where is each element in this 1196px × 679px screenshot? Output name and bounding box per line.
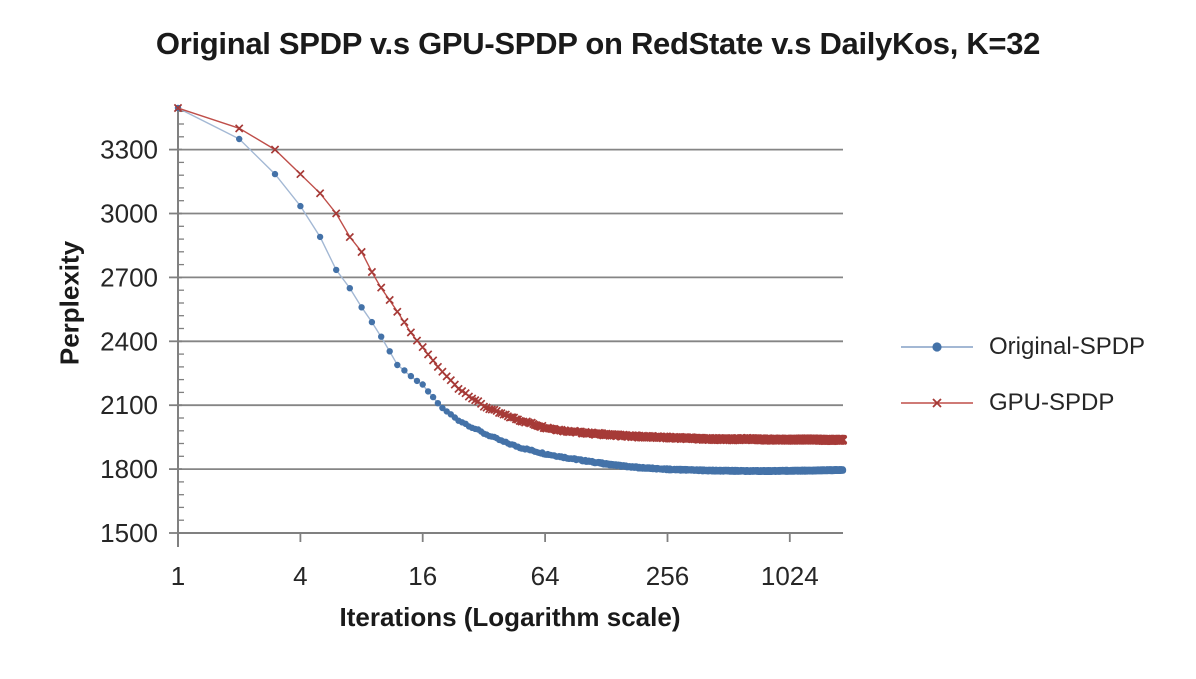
legend-swatch-gpu-spdp — [901, 398, 973, 408]
ticks — [169, 110, 791, 547]
svg-text:2400: 2400 — [100, 326, 158, 356]
y-axis-title: Perplexity — [54, 240, 85, 366]
svg-text:64: 64 — [531, 561, 560, 591]
x-tick-labels: 1 4 16 64 256 1024 — [171, 561, 819, 591]
legend-marker-circle-icon — [932, 342, 942, 352]
svg-text:1: 1 — [171, 561, 185, 591]
markers-gpu-spdp — [173, 103, 848, 446]
legend: Original-SPDP GPU-SPDP — [900, 331, 1145, 443]
axes — [177, 107, 843, 534]
legend-marker-x-icon — [932, 398, 942, 408]
svg-text:1800: 1800 — [100, 454, 158, 484]
legend-item-original-spdp: Original-SPDP — [900, 331, 1145, 363]
legend-item-gpu-spdp: GPU-SPDP — [900, 387, 1145, 419]
svg-text:3000: 3000 — [100, 199, 158, 229]
legend-swatch-original-spdp — [901, 342, 973, 352]
legend-label-gpu-spdp: GPU-SPDP — [989, 389, 1115, 416]
legend-label-original-spdp: Original-SPDP — [989, 333, 1146, 360]
series-gpu-spdp — [173, 103, 848, 446]
svg-text:2700: 2700 — [100, 262, 158, 292]
svg-text:1500: 1500 — [100, 518, 158, 548]
y-tick-labels: 1500 1800 2100 2400 2700 3000 3300 — [100, 135, 158, 548]
svg-text:256: 256 — [646, 561, 689, 591]
svg-text:16: 16 — [408, 561, 437, 591]
x-axis-title: Iterations (Logarithm scale) — [339, 602, 681, 632]
svg-text:2100: 2100 — [100, 390, 158, 420]
chart-title: Original SPDP v.s GPU-SPDP on RedState v… — [155, 26, 1041, 61]
svg-text:1024: 1024 — [761, 561, 819, 591]
svg-text:4: 4 — [293, 561, 307, 591]
svg-text:3300: 3300 — [100, 135, 158, 165]
series-original-spdp — [174, 104, 847, 476]
